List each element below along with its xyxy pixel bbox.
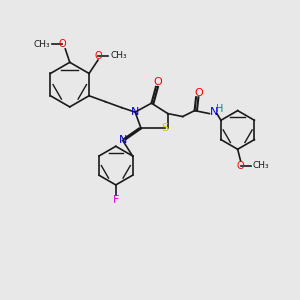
Text: CH₃: CH₃ xyxy=(253,161,269,170)
Text: N: N xyxy=(210,107,219,117)
Text: O: O xyxy=(194,88,203,98)
Text: S: S xyxy=(161,124,168,134)
Text: CH₃: CH₃ xyxy=(33,40,50,49)
Text: O: O xyxy=(94,51,102,61)
Text: F: F xyxy=(112,195,119,205)
Text: N: N xyxy=(118,135,127,145)
Text: H: H xyxy=(216,104,223,114)
Text: O: O xyxy=(154,77,162,87)
Text: N: N xyxy=(131,107,139,117)
Text: CH₃: CH₃ xyxy=(110,51,127,60)
Text: O: O xyxy=(58,40,66,50)
Text: O: O xyxy=(237,160,244,171)
